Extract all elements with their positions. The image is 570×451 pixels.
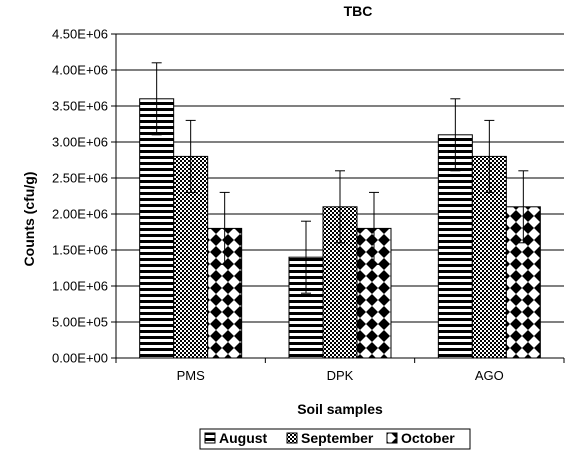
y-tick-label: 3.50E+06	[52, 99, 108, 114]
y-tick-label: 1.00E+06	[52, 279, 108, 294]
legend-swatch-august	[204, 432, 216, 444]
y-tick-label: 2.50E+06	[52, 171, 108, 186]
axes	[111, 33, 565, 363]
y-tick-label: 3.00E+06	[52, 135, 108, 150]
x-tick-label: DPK	[327, 368, 354, 383]
y-tick-label: 1.50E+06	[52, 243, 108, 258]
legend-swatch-september	[286, 432, 298, 444]
error-bars	[151, 62, 529, 294]
legend: August September October	[199, 428, 471, 450]
y-tick-labels: 0.00E+00 5.00E+05 1.00E+06 1.50E+06 2.00E+06…	[52, 27, 108, 366]
x-axis-title: Soil samples	[297, 401, 383, 417]
bar-august-pms	[139, 98, 175, 359]
legend-label-october: October	[401, 430, 455, 446]
legend-label-september: September	[301, 430, 374, 446]
y-tick-label: 4.50E+06	[52, 27, 108, 42]
x-tick-labels: PMS DPK AGO	[177, 368, 504, 383]
y-tick-label: 2.00E+06	[52, 207, 108, 222]
x-tick-label: AGO	[475, 368, 504, 383]
y-tick-label: 0.00E+00	[52, 351, 108, 366]
y-tick-label: 4.00E+06	[52, 63, 108, 78]
legend-label-august: August	[219, 430, 268, 446]
y-axis-title: Counts (cfu/g)	[21, 172, 37, 267]
chart-title: TBC	[344, 3, 373, 19]
legend-frame	[199, 428, 471, 450]
y-tick-label: 5.00E+05	[52, 315, 108, 330]
legend-swatch-october	[386, 432, 398, 444]
x-tick-label: PMS	[177, 368, 206, 383]
